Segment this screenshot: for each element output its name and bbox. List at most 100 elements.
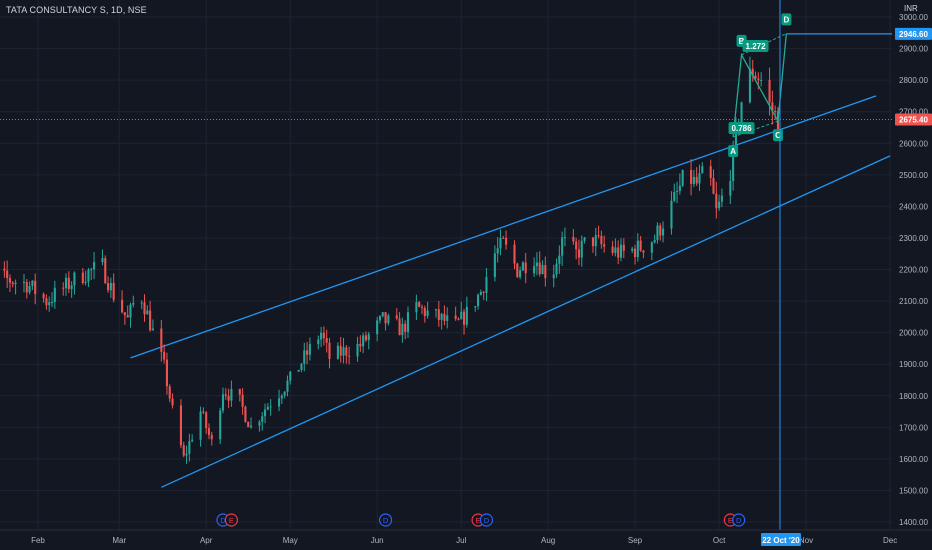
last-price-tag: 2675.40 [895,113,932,126]
svg-text:D: D [783,15,789,24]
candle-body [6,270,9,279]
candle-body [659,225,662,236]
candle-body [140,302,143,304]
price-tick-label: 1900.00 [899,360,928,369]
candle-body [165,359,168,387]
candle-body [446,315,449,321]
dividend-event-marker[interactable]: D [479,513,494,527]
pattern-point-a[interactable]: A [728,144,739,157]
candle-body [308,344,311,355]
price-axis-bg [892,0,932,550]
pattern-path[interactable] [732,33,788,138]
candle-body [594,235,597,247]
earnings-event-marker[interactable]: E [224,513,239,527]
candle-body [121,299,124,313]
candle-body [662,228,665,236]
candle-body [191,439,194,442]
candle-body [221,394,225,411]
candle-body [474,306,477,308]
candle-body [317,339,320,345]
svg-text:D: D [484,516,490,525]
candle-body [362,335,365,347]
time-axis[interactable]: Feb Mar Apr May Jun Jul Aug Sep Oct Nov Dec 22 Oct … [0,529,932,550]
dividend-event-marker[interactable]: D [378,513,393,527]
candle-body [378,316,382,321]
dividend-event-marker[interactable]: D [732,513,746,527]
pattern-ratio-label[interactable]: 0.786 [728,122,755,135]
svg-text:2675.40: 2675.40 [899,115,928,124]
price-tick-label: 1800.00 [899,392,928,401]
candle-body [465,306,468,325]
candle-body [712,177,715,194]
candle-body [28,286,31,293]
currency-label: INR [904,4,918,13]
price-tick-label: 2000.00 [899,329,928,338]
candle-body [482,291,485,293]
month-tick-label: Feb [31,536,45,545]
candle-body [457,318,460,320]
pattern-ratio-label[interactable]: 1.272 [742,40,769,53]
price-axis[interactable]: 1400.00 1500.00 1600.00 1700.00 1800.00 1900.… [892,0,932,550]
candle-body [146,310,149,315]
candle-body [93,262,96,270]
candle-body [14,282,17,285]
candle-body [563,236,566,238]
candle-body [107,283,110,291]
candle-body [112,282,115,300]
candle-body [538,262,541,275]
candle-body [160,328,163,352]
candle-body [283,391,286,396]
candle-body [3,268,6,271]
candle-body [306,350,309,355]
pattern-point-d[interactable]: D [781,13,792,26]
candle-body [73,272,76,286]
candle-body [269,406,272,408]
candle-body [224,394,227,396]
candle-body [443,313,446,321]
abcd-pattern[interactable]: A B C D 0.786 1.272 [728,13,792,157]
candle-body [561,237,564,256]
candle-body [771,102,774,112]
candle-body [168,386,171,399]
candle-body [364,335,367,341]
candle-body [524,262,527,274]
candle-body [50,301,54,303]
candle-body [535,262,538,267]
candle-body [286,380,289,392]
price-tick-label: 1700.00 [899,423,928,432]
candle-body [555,263,558,275]
candle-body [673,191,676,201]
svg-text:0.786: 0.786 [732,124,753,133]
candle-body [401,323,404,336]
pattern-point-c[interactable]: C [772,129,783,142]
price-tick-label: 2900.00 [899,45,928,54]
candle-body [505,237,508,245]
candle-body [591,237,595,247]
month-tick-label: Nov [799,536,813,545]
candle-body [48,302,51,306]
candle-body [25,281,28,293]
candle-body [496,248,499,254]
price-tick-label: 2400.00 [899,202,928,211]
candle-body [359,343,362,347]
channel-lower-line[interactable] [161,155,891,488]
candle-body [639,240,642,251]
svg-text:E: E [728,516,733,525]
candle-body [513,244,516,264]
channel-upper-line[interactable] [130,95,877,359]
candle-body [185,453,188,456]
candle-body [126,315,129,318]
candle-body [670,200,673,229]
candle-body [552,274,555,279]
event-markers[interactable]: DDEDEDED [0,513,746,527]
svg-text:A: A [730,147,736,156]
candle-body [247,422,250,428]
candle-body [521,262,524,271]
price-tick-label: 1400.00 [899,518,928,527]
svg-text:E: E [476,516,481,525]
candle-body [754,75,757,79]
trend-channel[interactable] [130,95,891,488]
candle-body [289,371,292,381]
candle-body [64,277,68,289]
